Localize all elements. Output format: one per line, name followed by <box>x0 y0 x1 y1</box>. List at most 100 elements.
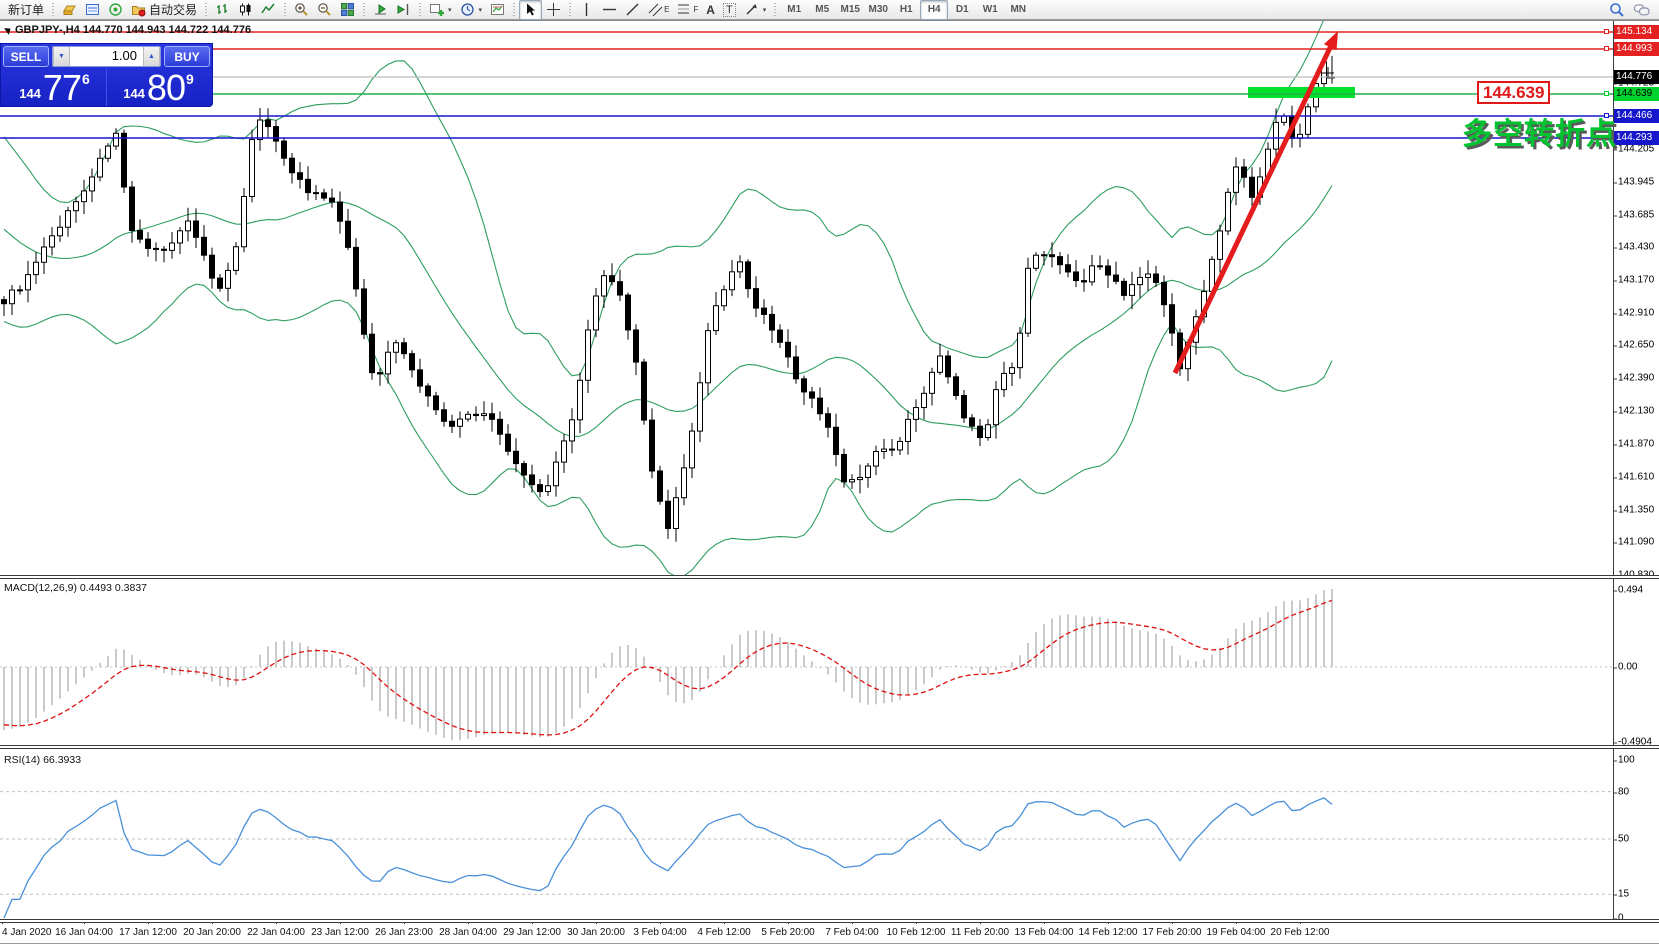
cursor-tool-button[interactable] <box>519 0 543 20</box>
macd-axis-tick: 0.494 <box>1612 584 1644 596</box>
pane-separator-macd[interactable] <box>0 575 1659 579</box>
sell-button[interactable]: SELL <box>3 46 49 67</box>
new-order-button[interactable]: 新订单 <box>8 3 45 17</box>
timeframe-button-h1[interactable]: H1 <box>899 4 913 15</box>
volume-decrease-button[interactable]: ▼ <box>53 47 70 66</box>
line-chart-icon <box>261 3 275 14</box>
price-axis[interactable] <box>1613 21 1659 923</box>
fibonacci-tool-button[interactable]: F <box>673 0 702 20</box>
trendline-tool-button[interactable] <box>621 0 644 20</box>
periods-button[interactable]: ▾ <box>456 0 487 20</box>
timeframe-group: M1 M5 M15 M30 H1 H4 D1 W1 MN <box>780 0 1032 20</box>
line-handle[interactable] <box>1604 135 1609 140</box>
templates-button[interactable] <box>486 0 509 20</box>
price-line-badge: 144.993 <box>1614 42 1659 56</box>
tile-windows-button[interactable] <box>336 0 359 20</box>
price-axis-tick: 143.170 <box>1612 274 1655 286</box>
channel-tool-button[interactable]: E <box>644 0 673 20</box>
trend-arrow[interactable] <box>1172 31 1338 375</box>
volume-input[interactable]: 1.00 <box>111 48 137 63</box>
main-chart-canvas[interactable] <box>0 21 1659 944</box>
equidistant-channel-icon <box>648 3 663 17</box>
price-line-badge: 144.776 <box>1614 70 1659 84</box>
label-tool-button[interactable]: T <box>719 0 740 20</box>
signal-icon <box>109 3 122 16</box>
macd-indicator-label: MACD(12,26,9) 0.4493 0.3837 <box>4 582 148 594</box>
zoom-in-button[interactable] <box>290 0 313 20</box>
timeframe-button-h4[interactable]: H4 <box>920 0 949 20</box>
timeframe-button-m15[interactable]: M15 <box>840 4 860 15</box>
autotrading-button[interactable]: 自动交易 <box>127 0 201 20</box>
date-axis-label: 17 Jan 12:00 <box>119 927 177 938</box>
crosshair-tool-button[interactable] <box>542 0 565 20</box>
price-line-badge: 144.466 <box>1614 109 1659 123</box>
arrows-tool-button[interactable]: ▾ <box>740 0 771 20</box>
buy-price-base: 144 <box>123 86 145 101</box>
line-handle[interactable] <box>1604 46 1609 51</box>
price-axis-tick: 142.130 <box>1612 405 1655 417</box>
buy-button[interactable]: BUY <box>164 46 210 67</box>
chart-shift-icon <box>397 4 409 15</box>
data-window-icon <box>86 4 100 15</box>
market-watch-button[interactable] <box>58 0 81 20</box>
line-handle[interactable] <box>1604 113 1609 118</box>
toolbar-grip <box>569 3 572 16</box>
line-handle[interactable] <box>1604 29 1609 34</box>
toolbar-grip <box>774 3 777 16</box>
toolbar: 新订单 自动交易 <box>0 0 1659 20</box>
rsi-indicator-label: RSI(14) 66.3933 <box>4 754 82 766</box>
pane-separator-rsi[interactable] <box>0 745 1659 749</box>
timeframe-button-m30[interactable]: M30 <box>868 4 888 15</box>
date-axis-label: 5 Feb 20:00 <box>761 927 815 938</box>
chart-shift-button[interactable] <box>392 0 415 20</box>
toolbar-grip <box>284 3 287 16</box>
toolbar-grip <box>419 3 422 16</box>
trend-annotation-text[interactable]: 多空转折点 <box>1462 118 1617 151</box>
toolbar-grip <box>205 3 208 16</box>
timeframe-button-mn[interactable]: MN <box>1010 4 1026 15</box>
sell-price[interactable]: 144 77 6 <box>3 68 107 106</box>
candlestick-icon <box>240 3 251 16</box>
price-axis-tick: 143.945 <box>1612 176 1655 188</box>
price-axis-tick: 142.910 <box>1612 307 1655 319</box>
timeframe-button-m1[interactable]: M1 <box>787 4 802 15</box>
price-line-badge: 144.639 <box>1614 87 1659 101</box>
price-axis-tick: 141.090 <box>1612 536 1655 548</box>
zoom-out-button[interactable] <box>313 0 336 20</box>
candlestick-chart-button[interactable] <box>234 0 257 20</box>
macd-pane <box>0 589 1613 741</box>
cursor-icon <box>527 3 536 16</box>
text-tool-icon: A <box>706 2 715 17</box>
search-button[interactable] <box>1605 0 1629 20</box>
search-icon <box>1610 2 1624 17</box>
rsi-axis-tick: 100 <box>1613 754 1635 766</box>
support-highlight-bar[interactable] <box>1248 87 1355 98</box>
chart-area[interactable]: GBPJPY-,H4 144.770 144.943 144.722 144.7… <box>0 20 1659 944</box>
autotrading-label: 自动交易 <box>149 3 198 17</box>
price-callout-144639[interactable]: 144.639 <box>1477 81 1551 104</box>
price-axis-tick: 141.870 <box>1612 438 1655 450</box>
timeframe-button-w1[interactable]: W1 <box>982 4 998 15</box>
bar-chart-icon <box>217 4 228 14</box>
navigator-button[interactable] <box>104 0 127 20</box>
new-chart-button[interactable]: ▾ <box>425 0 456 20</box>
bar-chart-button[interactable] <box>211 0 234 20</box>
data-window-button[interactable] <box>81 0 104 20</box>
zoom-out-icon <box>318 3 331 16</box>
chat-button[interactable] <box>1629 0 1655 20</box>
price-axis-tick: 141.350 <box>1612 504 1655 516</box>
volume-increase-button[interactable]: ▲ <box>143 47 160 66</box>
price-level-lines[interactable] <box>0 31 1613 139</box>
price-line-badge: 145.134 <box>1614 25 1659 39</box>
horizontal-line-tool-button[interactable] <box>598 0 621 20</box>
line-handle[interactable] <box>1604 91 1609 96</box>
line-chart-button[interactable] <box>257 0 280 20</box>
buy-price[interactable]: 144 80 9 <box>107 68 210 106</box>
timeframe-button-m5[interactable]: M5 <box>815 4 830 15</box>
bollinger-bands <box>3 21 1333 578</box>
timeframe-button-d1[interactable]: D1 <box>955 4 969 15</box>
text-tool-button[interactable]: A <box>702 0 719 20</box>
vertical-line-tool-button[interactable] <box>575 0 598 20</box>
pane-separator-dates <box>0 919 1659 923</box>
auto-scroll-button[interactable] <box>369 0 392 20</box>
